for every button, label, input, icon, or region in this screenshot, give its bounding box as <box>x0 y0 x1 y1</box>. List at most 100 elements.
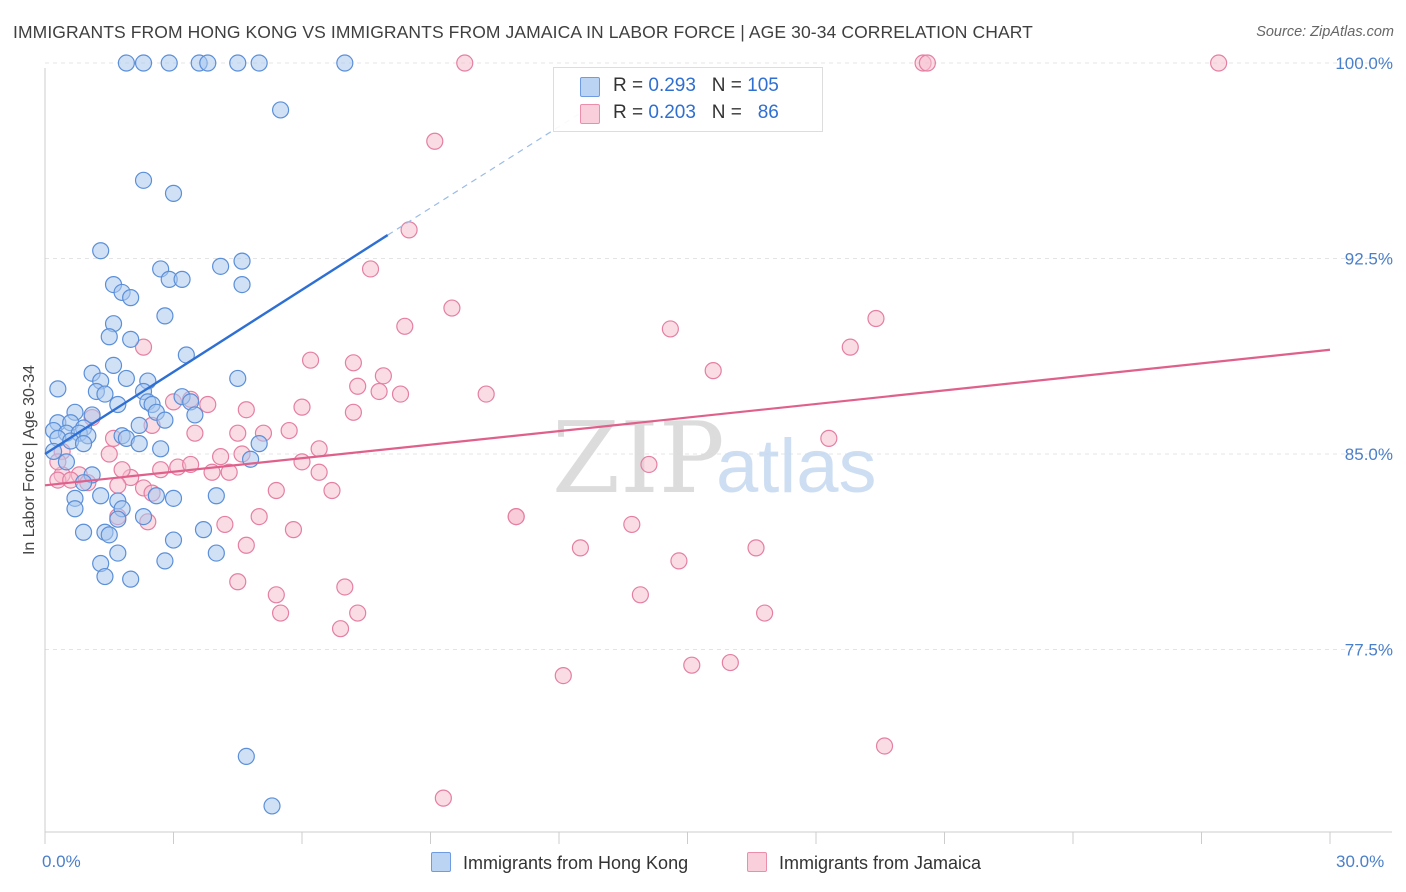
jamaica-point <box>704 362 722 380</box>
jamaica-point <box>323 481 341 500</box>
y-tick-labels: 77.5% 85.0% 92.5% 100.0% <box>1335 54 1393 660</box>
jamaica-point <box>199 395 217 414</box>
jamaica-point <box>100 445 118 463</box>
jamaica-point <box>661 320 679 338</box>
hong-kong-point <box>57 453 76 471</box>
hong-kong-point <box>100 526 118 544</box>
correlation-legend: R = 0.293 N = 105 R = 0.203 N = 86 <box>553 67 823 132</box>
jamaica-point <box>571 539 590 557</box>
jamaica-point <box>284 521 303 539</box>
hong-kong-point <box>147 487 165 505</box>
chart-title: IMMIGRANTS FROM HONG KONG VS IMMIGRANTS … <box>13 22 1033 42</box>
series-label-hong-kong: Immigrants from Hong Kong <box>463 853 689 873</box>
hong-kong-point <box>229 369 247 388</box>
jamaica-point <box>152 461 170 479</box>
jamaica-point <box>400 221 418 239</box>
hong-kong-point <box>134 54 153 72</box>
jamaica-point <box>229 573 247 591</box>
jamaica-point <box>841 338 859 356</box>
jamaica-point <box>477 385 495 403</box>
jamaica-point <box>747 539 765 557</box>
jamaica-point <box>220 463 238 481</box>
axes <box>44 68 1392 844</box>
y-tick-label: 85.0% <box>1345 445 1393 464</box>
source-label: Source: ZipAtlas.com <box>1256 24 1394 40</box>
jamaica-point <box>271 604 290 622</box>
jamaica-point <box>391 385 410 403</box>
hong-kong-point <box>92 487 110 505</box>
hong-kong-point <box>74 523 93 541</box>
legend-swatch-pink <box>580 104 600 124</box>
y-tick-label: 77.5% <box>1345 641 1393 660</box>
jamaica-point <box>918 54 936 72</box>
hong-kong-point <box>104 356 123 375</box>
jamaica-point <box>370 382 388 401</box>
jamaica-point <box>374 367 392 385</box>
x-tick-label-max: 30.0% <box>1336 852 1385 871</box>
hong-kong-point <box>122 289 140 307</box>
hong-kong-point <box>122 570 140 588</box>
jamaica-point <box>867 309 885 328</box>
hong-kong-point <box>49 380 67 398</box>
legend-text-hong-kong: R = 0.293 N = 105 <box>613 75 779 96</box>
hong-kong-point <box>212 257 230 275</box>
series-legend-jamaica: Immigrants from Jamaica <box>747 852 981 874</box>
hong-kong-point <box>130 416 148 434</box>
jamaica-point <box>443 299 461 317</box>
hong-kong-point <box>92 242 110 260</box>
series-swatch-blue <box>431 852 451 872</box>
jamaica-point <box>186 424 204 442</box>
jamaica-point <box>310 440 328 458</box>
watermark-zip: ZIP <box>552 402 725 516</box>
hong-kong-point <box>134 171 153 189</box>
jamaica-point <box>361 260 380 278</box>
jamaica-point <box>310 463 328 481</box>
hong-kong-point <box>336 54 354 72</box>
jamaica-point <box>267 586 285 604</box>
jamaica-point <box>344 403 362 421</box>
jamaica-point <box>344 354 362 372</box>
watermark-atlas: atlas <box>716 424 877 509</box>
jamaica-point <box>875 737 894 755</box>
hong-kong-point <box>100 328 118 346</box>
jamaica-point <box>250 507 268 526</box>
jamaica-point <box>623 515 641 534</box>
watermark: ZIP atlas <box>552 402 877 516</box>
jamaica-point <box>426 132 444 150</box>
jamaica-point <box>640 455 658 474</box>
hong-kong-point <box>199 54 217 72</box>
hong-kong-point <box>194 521 213 539</box>
jamaica-point <box>331 620 350 638</box>
y-tick-label: 100.0% <box>1335 54 1393 73</box>
jamaica-point <box>554 666 572 685</box>
hong-kong-point <box>109 544 127 562</box>
hong-kong-point <box>122 330 140 348</box>
jamaica-point <box>456 54 474 72</box>
legend-text-jamaica: R = 0.203 N = 86 <box>613 102 779 123</box>
series-legend-hong-kong: Immigrants from Hong Kong <box>431 852 688 874</box>
hong-kong-point <box>164 531 183 549</box>
jamaica-point <box>670 552 688 570</box>
jamaica-point <box>349 377 367 395</box>
legend-swatch-blue <box>580 77 600 97</box>
jamaica-point <box>721 653 739 672</box>
hong-kong-point <box>207 544 225 562</box>
hong-kong-point <box>207 487 225 505</box>
jamaica-point <box>109 476 127 494</box>
series-swatch-pink <box>747 852 767 872</box>
hong-kong-point <box>156 552 174 570</box>
jamaica-point <box>301 351 320 369</box>
hong-kong-point <box>173 270 191 288</box>
jamaica-point <box>113 461 131 479</box>
hong-kong-points <box>44 54 354 815</box>
hong-kong-point <box>117 369 135 388</box>
jamaica-point <box>216 515 234 534</box>
hong-kong-point <box>96 567 114 586</box>
jamaica-point <box>134 338 153 356</box>
gridlines <box>45 62 1390 651</box>
hong-kong-point <box>233 252 251 270</box>
jamaica-point <box>434 789 452 807</box>
jamaica-point <box>755 604 774 622</box>
jamaica-point <box>631 586 649 604</box>
